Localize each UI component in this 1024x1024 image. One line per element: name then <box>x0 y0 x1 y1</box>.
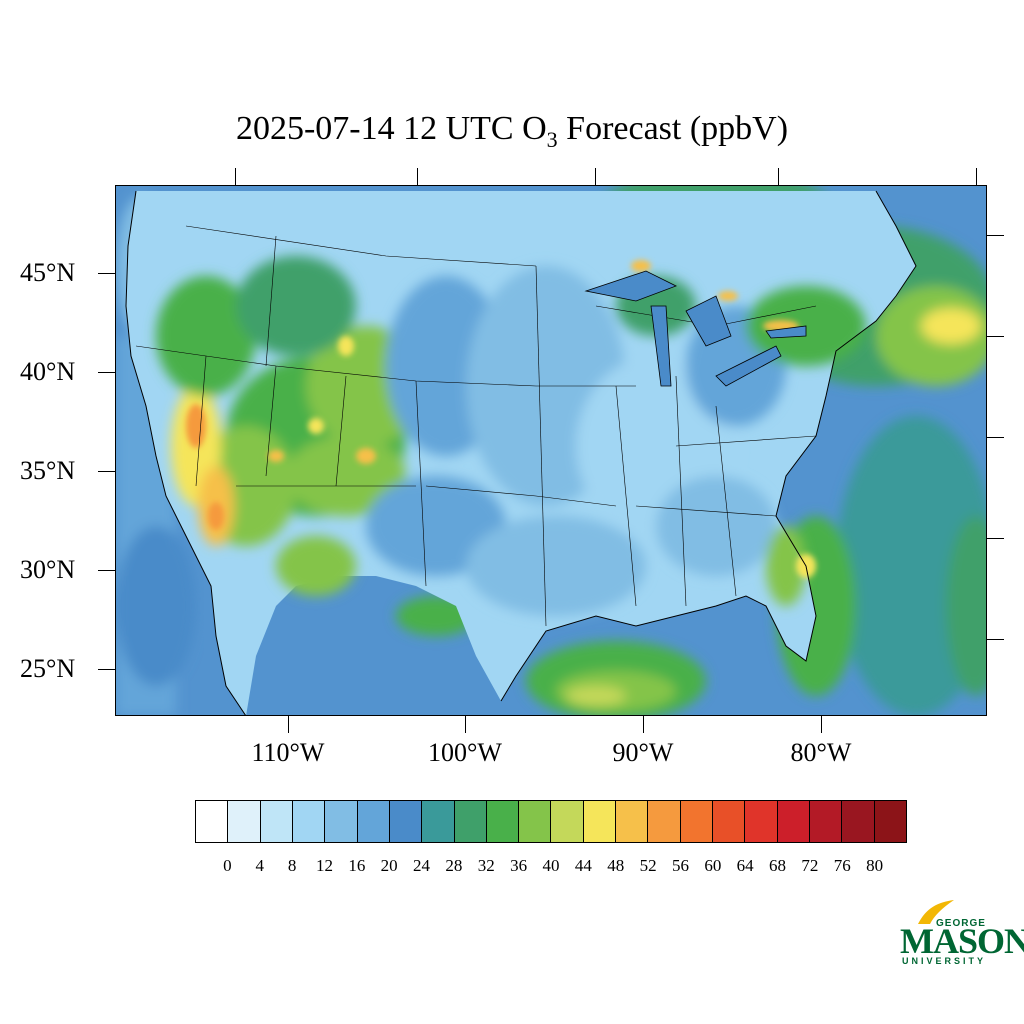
colorbar-label: 40 <box>542 856 560 875</box>
tick-bottom <box>288 716 289 733</box>
tick-bottom <box>465 716 466 733</box>
colorbar-box <box>422 801 455 842</box>
lat-label-40n: 40°N <box>20 357 76 386</box>
colorbar-box <box>325 801 358 842</box>
tick-top <box>417 168 418 185</box>
colorbar-label: 4 <box>255 856 264 875</box>
colorbar-box <box>228 801 261 842</box>
colorbar-box <box>583 801 617 842</box>
lat-label-35n: 35°N <box>20 456 76 485</box>
colorbar-label: 56 <box>671 856 689 875</box>
lat-label-45n: 45°N <box>20 258 76 287</box>
colorbar-label: 12 <box>315 856 333 875</box>
colorbar-label: 64 <box>736 856 754 875</box>
colorbar-label: 80 <box>866 856 884 875</box>
lon-label-110w: 110°W <box>251 738 325 767</box>
logo-george: GEORGE <box>936 918 986 929</box>
tick-right <box>987 336 1004 337</box>
colorbar-box <box>842 801 875 842</box>
colorbar-label: 28 <box>445 856 463 875</box>
tick-right <box>987 437 1004 438</box>
tick-top <box>595 168 596 185</box>
coastline <box>125 190 246 715</box>
hotspots <box>186 260 816 578</box>
colorbar-box <box>713 801 746 842</box>
colorbar-box <box>196 801 229 842</box>
lon-label-80w: 80°W <box>790 738 852 767</box>
colorbar-box <box>292 801 326 842</box>
colorbar-box <box>357 801 390 842</box>
tick-left <box>98 372 115 373</box>
colorbar-box <box>454 801 487 842</box>
colorbar-box <box>389 801 423 842</box>
colorbar-label: 68 <box>769 856 787 875</box>
colorbar <box>195 800 907 843</box>
gulf-ozone-field <box>396 596 706 715</box>
state-boundaries <box>135 225 817 627</box>
colorbar-label: 72 <box>801 856 819 875</box>
colorbar-box <box>551 801 584 842</box>
colorbar-box <box>680 801 713 842</box>
tick-right <box>987 538 1004 539</box>
colorbar-box <box>874 801 906 842</box>
gmu-logo: GEORGE MASON UNIVERSITY <box>896 898 1024 968</box>
colorbar-label: 76 <box>833 856 851 875</box>
lon-label-100w: 100°W <box>428 738 502 767</box>
logo-flame-icon <box>918 900 954 924</box>
tick-left <box>98 273 115 274</box>
colorbar-label: 52 <box>639 856 657 875</box>
lon-label-90w: 90°W <box>612 738 674 767</box>
map-title: 2025-07-14 12 UTC O3 Forecast (ppbV) <box>235 110 789 152</box>
gulf-coastline <box>500 190 917 702</box>
lat-label-30n: 30°N <box>20 555 76 584</box>
colorbar-label: 36 <box>510 856 528 875</box>
colorbar-label: 60 <box>704 856 722 875</box>
tick-left <box>98 471 115 472</box>
ozone-map <box>115 185 987 716</box>
tick-top <box>976 168 977 185</box>
colorbar-box <box>745 801 778 842</box>
colorbar-label: 16 <box>348 856 366 875</box>
colorbar-box <box>809 801 843 842</box>
colorbar-box <box>616 801 649 842</box>
colorbar-box <box>486 801 520 842</box>
logo-university: UNIVERSITY <box>902 956 987 966</box>
colorbar-label: 20 <box>380 856 398 875</box>
colorbar-label: 32 <box>477 856 495 875</box>
colorbar-box <box>519 801 552 842</box>
colorbar-box <box>648 801 681 842</box>
tick-right <box>987 639 1004 640</box>
colorbar-box <box>260 801 293 842</box>
tick-bottom <box>821 716 822 733</box>
lat-label-25n: 25°N <box>20 654 76 683</box>
tick-top <box>235 168 236 185</box>
tick-left <box>98 570 115 571</box>
tick-top <box>778 168 779 185</box>
colorbar-label: 0 <box>223 856 232 875</box>
colorbar-box <box>777 801 810 842</box>
tick-bottom <box>643 716 644 733</box>
colorbar-label: 8 <box>287 856 297 875</box>
tick-left <box>98 669 115 670</box>
logo-mason: MASON <box>900 921 1024 961</box>
great-lakes <box>584 270 807 387</box>
colorbar-label: 24 <box>413 856 431 875</box>
colorbar-label: 48 <box>607 856 625 875</box>
colorbar-label: 44 <box>574 856 592 875</box>
tick-right <box>987 235 1004 236</box>
